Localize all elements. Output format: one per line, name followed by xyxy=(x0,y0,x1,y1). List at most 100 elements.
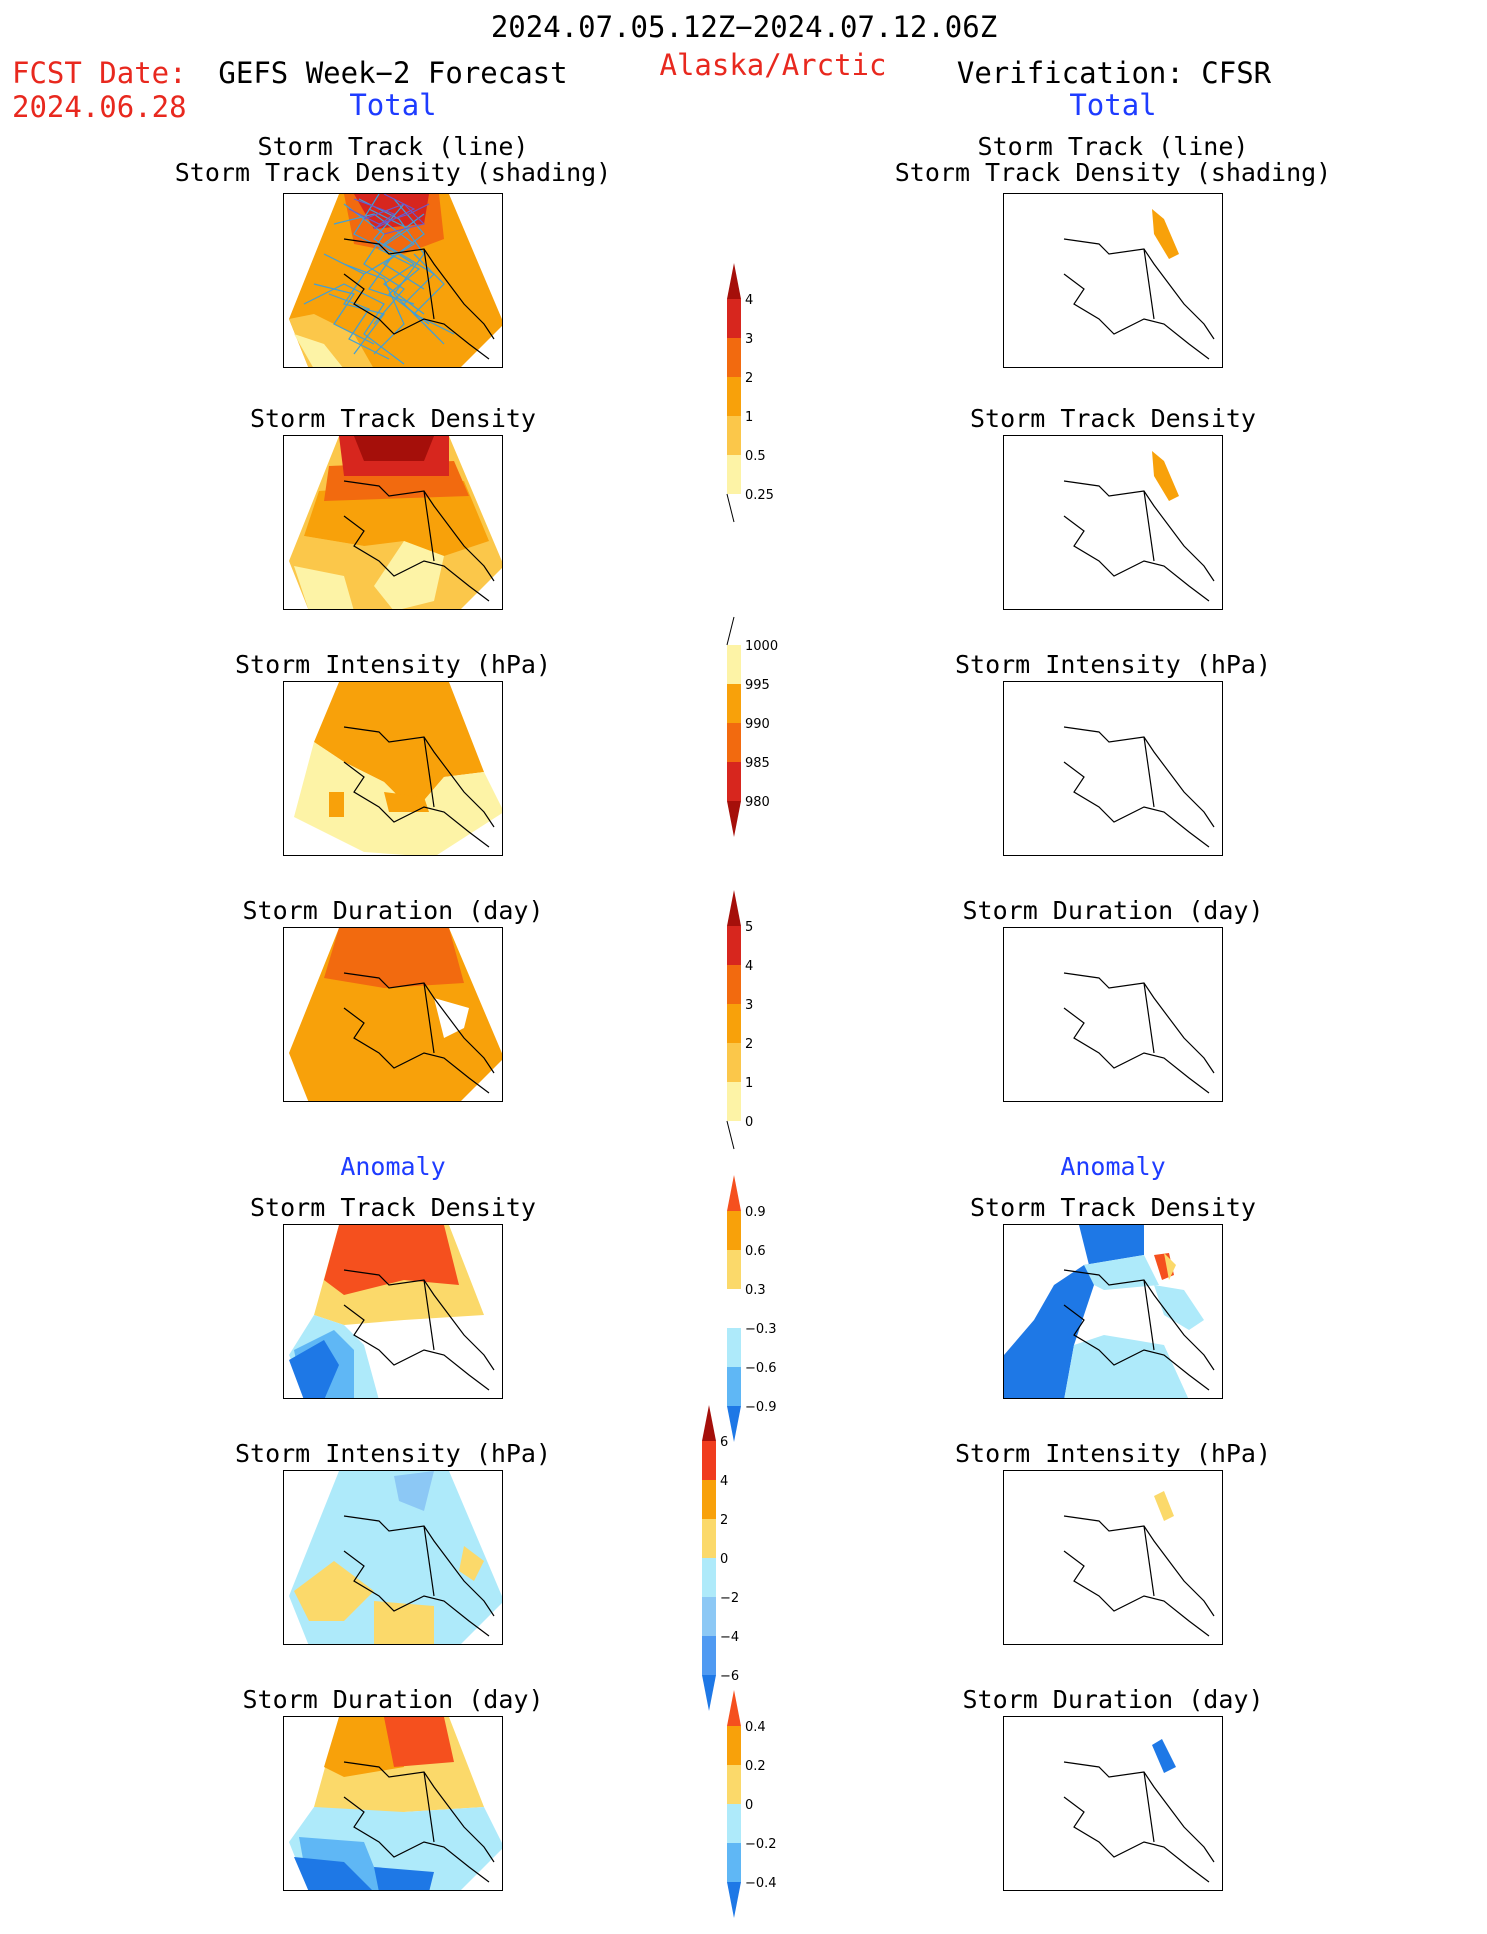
colorbar-tick-label: 4 xyxy=(745,959,753,974)
colorbar-cap xyxy=(727,263,741,299)
forecast-period: 2024.07.05.12Z−2024.07.12.06Z xyxy=(490,10,998,44)
colorbar-swatch xyxy=(727,1211,741,1250)
colorbar-intensity-anomaly: 6 4 2 0 −2 −4 −6 xyxy=(700,1405,780,1729)
panel-title: Storm Track Density (shading) xyxy=(174,158,612,187)
colorbar-cap xyxy=(726,616,735,646)
colorbar-tick-label: 0.5 xyxy=(745,449,766,464)
map-forecast-storm-track xyxy=(283,193,503,368)
colorbar-swatch xyxy=(727,1082,741,1121)
colorbar-cap xyxy=(727,1690,741,1726)
colorbar-swatch xyxy=(727,1367,741,1406)
colorbar-swatch xyxy=(727,338,741,377)
panel-title: Storm Duration (day) xyxy=(962,896,1264,925)
colorbar-intensity: 1000 995 990 985 980 xyxy=(725,616,805,889)
colorbar-tick-label: −2 xyxy=(720,1591,739,1606)
total-label-right: Total xyxy=(1069,88,1157,122)
colorbar-swatch xyxy=(727,645,741,684)
colorbar-swatch xyxy=(727,1004,741,1043)
colorbar-swatch xyxy=(727,762,741,801)
colorbar-tick-label: 980 xyxy=(745,795,770,810)
panel-title: Storm Track Density xyxy=(250,1193,536,1222)
colorbar-swatch xyxy=(727,416,741,455)
panel-title: Storm Duration (day) xyxy=(242,1685,544,1714)
colorbar-tick-label: 985 xyxy=(745,756,770,771)
colorbar-cap xyxy=(727,1175,741,1211)
colorbar-tick-label: 2 xyxy=(745,371,753,386)
colorbar-swatch xyxy=(702,1558,716,1597)
colorbar-tick-label: 2 xyxy=(745,1037,753,1052)
right-column-title: Verification: CFSR xyxy=(956,56,1272,90)
colorbar-tick-label: 1 xyxy=(745,410,753,425)
colorbar-tick-label: 1000 xyxy=(745,639,778,654)
colorbar-tick-label: 0.3 xyxy=(745,1283,766,1298)
colorbar-swatch xyxy=(702,1519,716,1558)
map-verification-intensity xyxy=(1003,681,1223,856)
colorbar-cap xyxy=(727,1882,741,1918)
colorbar-duration: 5 4 3 2 1 0 xyxy=(725,890,805,1174)
map-verification-track-density xyxy=(1003,435,1223,610)
colorbar-swatch xyxy=(727,1726,741,1765)
colorbar-cap xyxy=(727,1406,741,1442)
map-forecast-density-anomaly xyxy=(283,1224,503,1399)
fcst-date: 2024.06.28 xyxy=(12,90,187,124)
colorbar-tick-label: −4 xyxy=(720,1630,739,1645)
panel-title: Storm Track Density xyxy=(970,1193,1256,1222)
colorbar-tick-label: −0.4 xyxy=(745,1876,777,1891)
colorbar-tick-label: 0 xyxy=(745,1798,753,1813)
colorbar-cap xyxy=(726,493,735,523)
colorbar-tick-label: −0.3 xyxy=(745,1322,777,1337)
colorbar-swatch xyxy=(727,1765,741,1804)
map-verification-duration xyxy=(1003,927,1223,1102)
map-forecast-intensity-anomaly xyxy=(283,1470,503,1645)
colorbar-swatch xyxy=(702,1441,716,1480)
fcst-date-label: FCST Date: xyxy=(12,56,187,90)
colorbar-tick-label: 1 xyxy=(745,1076,753,1091)
colorbar-swatch xyxy=(727,1250,741,1289)
panel-title: Storm Track Density xyxy=(970,404,1256,433)
colorbar-track-density: 4 3 2 1 0.5 0.25 xyxy=(725,263,805,547)
map-verification-storm-track xyxy=(1003,193,1223,368)
colorbar-swatch xyxy=(727,1804,741,1843)
colorbar-tick-label: −0.6 xyxy=(745,1361,777,1376)
colorbar-tick-label: 4 xyxy=(720,1474,728,1489)
colorbar-swatch xyxy=(702,1597,716,1636)
colorbar-swatch xyxy=(727,299,741,338)
colorbar-swatch xyxy=(727,1289,741,1328)
panel-title: Storm Track Density xyxy=(250,404,536,433)
colorbar-tick-label: −0.2 xyxy=(745,1837,777,1852)
panel-title: Storm Duration (day) xyxy=(962,1685,1264,1714)
colorbar-tick-label: 4 xyxy=(745,293,753,308)
colorbar-tick-label: 3 xyxy=(745,332,753,347)
map-verification-duration-anomaly xyxy=(1003,1716,1223,1891)
colorbar-cap xyxy=(727,801,741,837)
colorbar-tick-label: −0.9 xyxy=(745,1400,777,1415)
colorbar-swatch xyxy=(727,1043,741,1082)
colorbar-swatch xyxy=(727,965,741,1004)
map-forecast-track-density xyxy=(283,435,503,610)
panel-title: Storm Track (line) xyxy=(977,132,1249,161)
colorbar-swatch xyxy=(727,455,741,494)
panel-title: Storm Track Density (shading) xyxy=(894,158,1332,187)
colorbar-swatch xyxy=(727,723,741,762)
colorbar-tick-label: 995 xyxy=(745,678,770,693)
panel-title: Storm Intensity (hPa) xyxy=(954,1439,1272,1468)
colorbar-tick-label: 0.9 xyxy=(745,1205,766,1220)
left-column-title: GEFS Week−2 Forecast xyxy=(218,56,568,90)
colorbar-swatch xyxy=(702,1480,716,1519)
colorbar-tick-label: 0 xyxy=(745,1115,753,1130)
colorbar-cap xyxy=(702,1675,716,1711)
colorbar-swatch xyxy=(727,684,741,723)
colorbar-tick-label: 0.25 xyxy=(745,488,774,503)
colorbar-tick-label: −6 xyxy=(720,1669,739,1684)
colorbar-tick-label: 6 xyxy=(720,1435,728,1450)
colorbar-cap xyxy=(726,1120,735,1150)
anomaly-label-right: Anomaly xyxy=(1060,1152,1166,1181)
colorbar-tick-label: 5 xyxy=(745,920,753,935)
colorbar-swatch xyxy=(727,1843,741,1882)
map-forecast-duration-anomaly xyxy=(283,1716,503,1891)
colorbar-tick-label: 0 xyxy=(720,1552,728,1567)
colorbar-tick-label: 2 xyxy=(720,1513,728,1528)
colorbar-swatch xyxy=(727,926,741,965)
panel-title: Storm Intensity (hPa) xyxy=(234,650,552,679)
panel-title: Storm Track (line) xyxy=(257,132,529,161)
